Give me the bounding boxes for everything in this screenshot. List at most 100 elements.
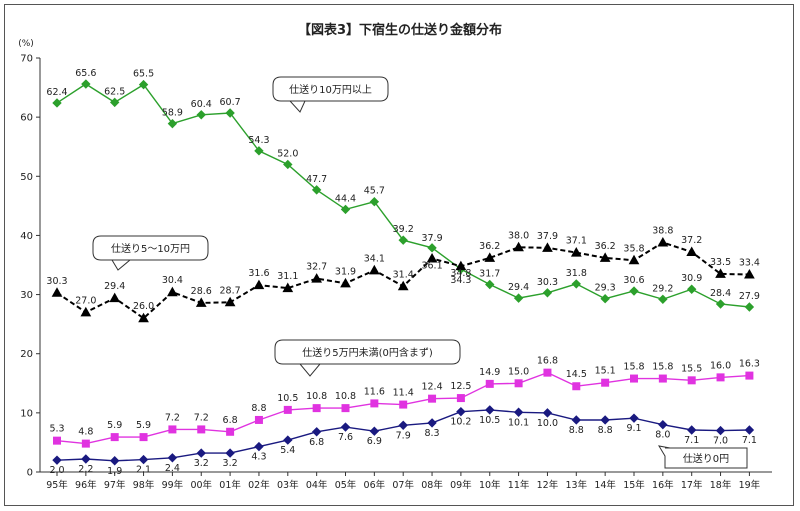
data-label: 16.0 <box>710 360 731 371</box>
data-point <box>254 441 264 452</box>
x-tick-label: 06年 <box>364 479 386 491</box>
data-point <box>630 374 638 383</box>
data-label: 9.1 <box>626 423 641 434</box>
data-label: 27.0 <box>75 295 96 306</box>
data-point <box>686 246 698 256</box>
data-point <box>167 118 178 129</box>
data-point <box>224 296 236 307</box>
data-label: 30.3 <box>46 276 67 287</box>
x-tick-label: 97年 <box>104 479 126 491</box>
data-point <box>138 454 149 465</box>
data-label: 2.4 <box>165 463 180 474</box>
x-tick-label: 08年 <box>421 479 443 491</box>
data-label: 28.4 <box>710 288 731 299</box>
x-tick-label: 95年 <box>46 479 68 491</box>
data-point <box>456 394 465 403</box>
x-tick-label: 00年 <box>190 479 212 491</box>
data-label: 29.4 <box>104 281 125 292</box>
data-label: 30.6 <box>623 275 644 286</box>
data-label: 37.9 <box>537 231 558 242</box>
data-point <box>744 425 755 435</box>
data-point <box>253 279 265 290</box>
data-label: 37.9 <box>421 233 442 244</box>
data-point <box>745 371 754 380</box>
data-label: 44.4 <box>335 193 356 204</box>
data-point <box>167 286 178 297</box>
data-label: 7.9 <box>396 430 411 441</box>
data-point <box>81 79 91 89</box>
data-point <box>658 294 668 305</box>
data-label: 36.1 <box>421 260 442 271</box>
data-label: 60.7 <box>220 97 241 108</box>
x-tick-label: 09年 <box>450 479 472 491</box>
data-label: 11.6 <box>364 386 385 397</box>
x-tick-label: 15年 <box>623 479 645 491</box>
data-point <box>398 420 408 430</box>
data-label: 35.8 <box>623 243 644 254</box>
y-axis-label: (%) <box>18 39 34 49</box>
data-label: 1.9 <box>107 466 122 477</box>
data-label: 7.2 <box>194 412 209 423</box>
data-point <box>456 406 466 417</box>
data-label: 29.2 <box>652 283 673 294</box>
x-tick-label: 10年 <box>479 479 501 491</box>
callout-box <box>658 445 748 469</box>
x-tick-label: 04年 <box>306 479 328 491</box>
data-point <box>311 273 323 283</box>
data-point <box>311 185 322 195</box>
data-point <box>369 426 380 436</box>
data-point <box>52 98 62 108</box>
data-label: 7.1 <box>742 435 757 446</box>
data-label: 5.9 <box>136 420 151 431</box>
data-point <box>426 252 438 263</box>
data-label: 31.4 <box>393 269 414 280</box>
data-label: 54.3 <box>248 135 269 146</box>
data-label: 16.8 <box>537 356 558 367</box>
data-point <box>81 454 91 464</box>
data-point <box>715 425 726 436</box>
data-label: 36.2 <box>595 241 616 252</box>
x-tick-label: 05年 <box>335 479 357 491</box>
data-label: 47.7 <box>306 174 327 185</box>
data-point <box>138 312 149 323</box>
data-label: 37.1 <box>566 236 587 247</box>
data-label: 8.3 <box>424 428 439 439</box>
data-label: 38.8 <box>652 226 673 237</box>
data-point <box>542 242 553 252</box>
x-tick-label: 18年 <box>710 479 732 491</box>
data-point <box>80 306 92 317</box>
callout-box <box>272 76 389 113</box>
data-point <box>226 427 235 436</box>
data-point <box>658 374 667 383</box>
data-label: 8.8 <box>251 403 266 414</box>
y-tick-label: 60 <box>20 113 33 124</box>
data-label: 62.4 <box>46 87 67 98</box>
data-point <box>687 376 696 385</box>
y-tick-label: 20 <box>20 349 33 360</box>
data-point <box>283 405 292 414</box>
data-point <box>195 297 207 307</box>
data-label: 33.4 <box>739 257 760 268</box>
data-point <box>341 404 350 413</box>
data-point <box>51 287 63 297</box>
data-label: 26.0 <box>133 301 154 312</box>
data-label: 5.4 <box>280 445 295 456</box>
data-point <box>744 302 755 312</box>
data-label: 11.4 <box>393 388 414 399</box>
data-label: 6.9 <box>367 436 382 447</box>
data-point <box>600 294 610 304</box>
data-point <box>428 394 437 403</box>
data-point <box>599 252 611 262</box>
data-point <box>81 439 90 448</box>
data-point <box>225 448 235 458</box>
data-label: 60.4 <box>191 99 212 110</box>
x-tick-label: 14年 <box>594 479 616 491</box>
data-label: 14.9 <box>479 367 500 378</box>
x-tick-label: 02年 <box>248 479 270 491</box>
y-tick-label: 10 <box>20 408 33 419</box>
data-point <box>340 277 351 288</box>
data-label: 10.1 <box>508 417 529 428</box>
data-label: 27.9 <box>739 291 760 302</box>
data-label: 6.8 <box>223 415 238 426</box>
data-point <box>53 436 61 445</box>
